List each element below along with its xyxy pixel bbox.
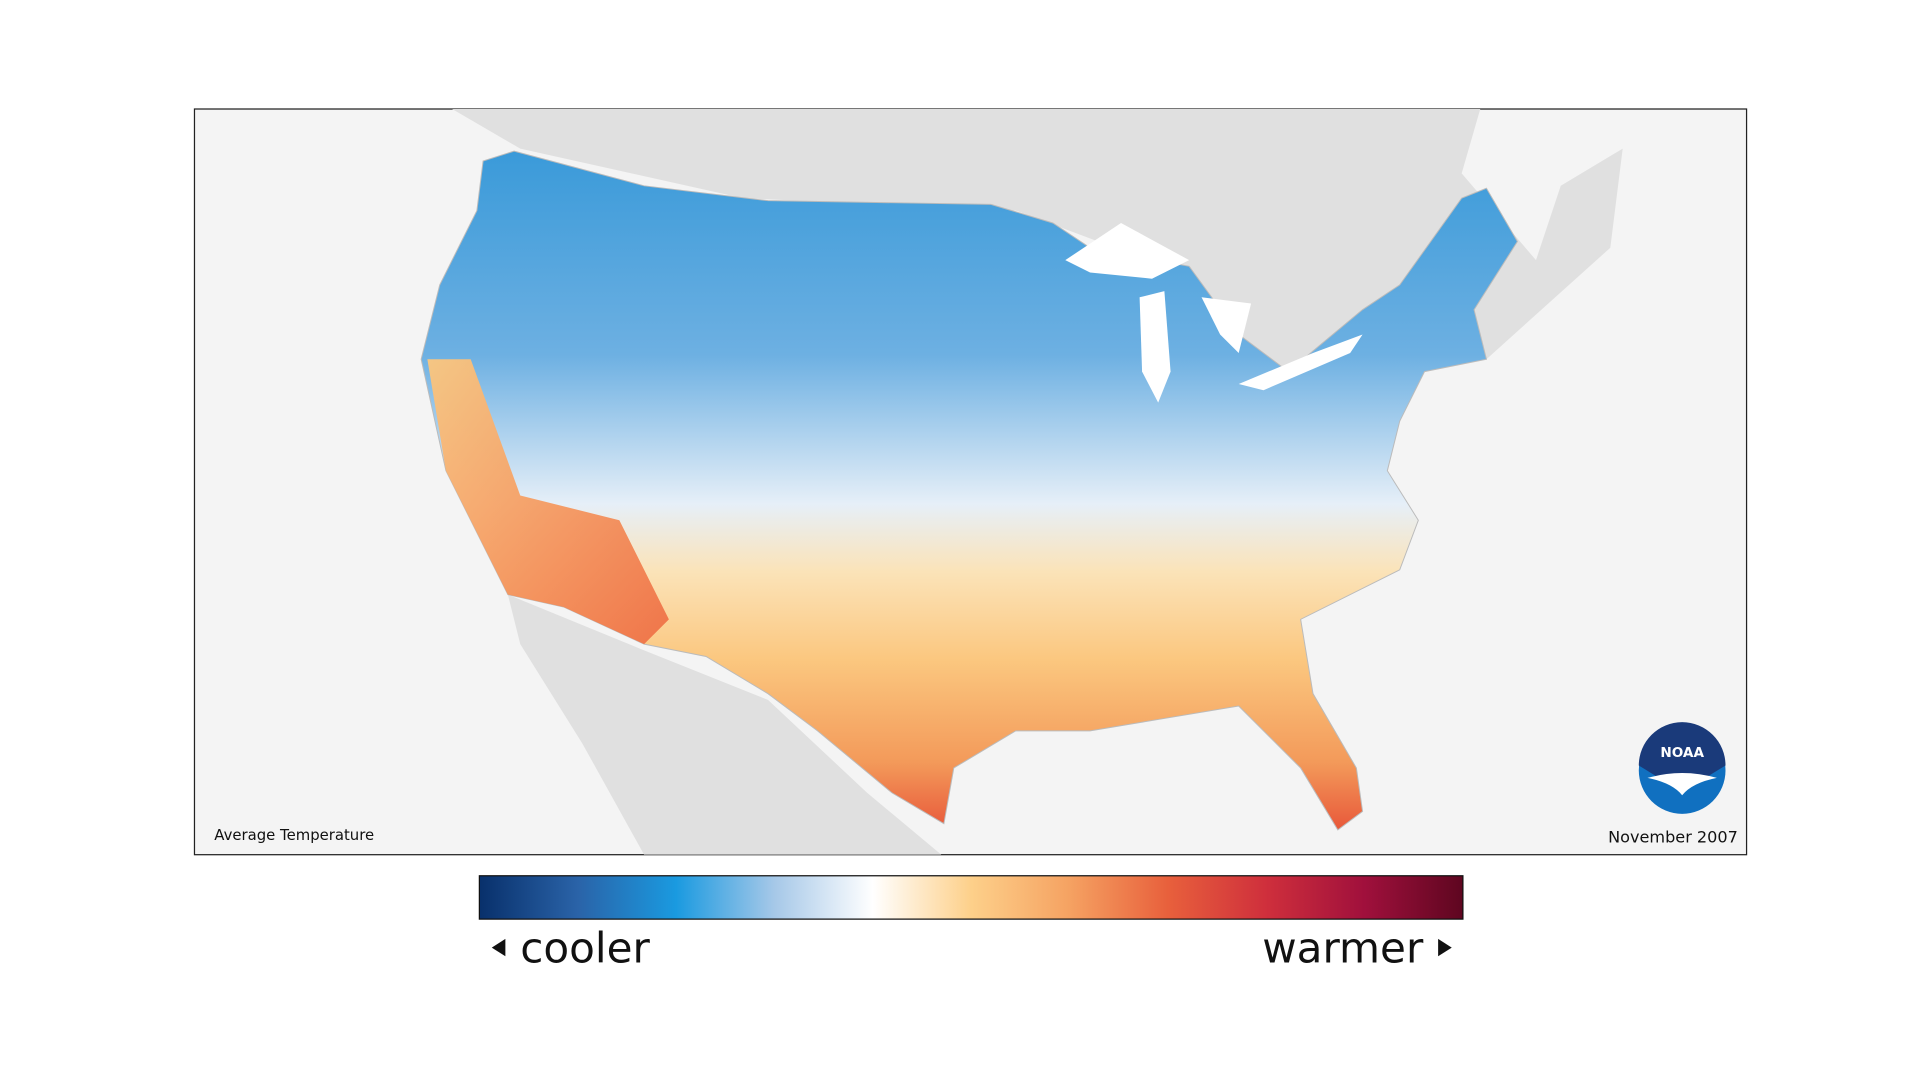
logo-text: NOAA bbox=[1660, 745, 1704, 761]
lake-erie-ontario bbox=[1238, 334, 1363, 391]
mexico-land bbox=[507, 594, 942, 855]
legend-low: cooler bbox=[520, 923, 650, 972]
map-label: Average Temperature bbox=[214, 826, 374, 844]
southwest-warm bbox=[427, 359, 669, 645]
colorbar bbox=[478, 875, 1464, 920]
arrow-right bbox=[1438, 938, 1452, 957]
map-group: Average Temperature November 2007 NOAA c… bbox=[193, 108, 1748, 972]
map-date: November 2007 bbox=[1608, 827, 1738, 846]
noaa-logo: NOAA bbox=[1638, 722, 1726, 814]
canada-land bbox=[452, 109, 1623, 397]
lake-superior bbox=[1065, 222, 1190, 279]
lake-huron bbox=[1201, 297, 1252, 354]
legend-high: warmer bbox=[1262, 923, 1424, 972]
lake-michigan bbox=[1139, 291, 1171, 403]
arrow-left bbox=[491, 938, 506, 957]
